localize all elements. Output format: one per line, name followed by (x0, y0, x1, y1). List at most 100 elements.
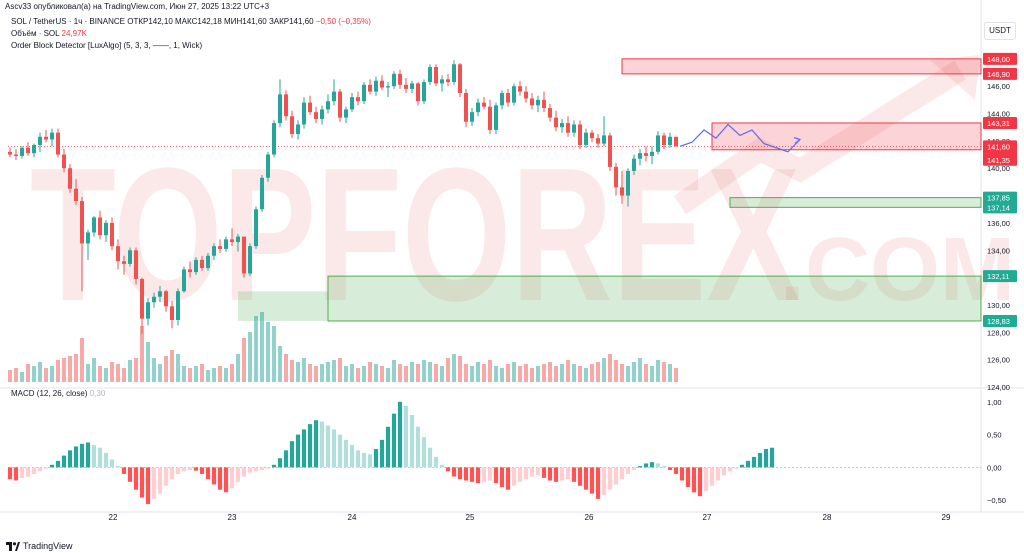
macd-histogram-bar (367, 454, 373, 468)
macd-histogram-bar (55, 460, 61, 468)
macd-histogram-bar (241, 467, 247, 477)
macd-histogram-bar (37, 467, 43, 472)
candle (656, 131, 660, 155)
volume-bar (434, 364, 438, 382)
watermark-text: TOPFOREX (30, 129, 800, 341)
macd-histogram-bar (463, 467, 469, 481)
price-tag-label: 148,00 (987, 55, 1010, 64)
candle (632, 154, 636, 176)
candle (122, 255, 126, 275)
currency-button[interactable]: USDT (984, 22, 1016, 40)
macd-histogram-bar (541, 467, 547, 478)
candle-body (344, 109, 348, 118)
volume-bar (98, 366, 102, 382)
candle (146, 298, 150, 326)
volume-bar (572, 364, 576, 382)
candle-body (152, 296, 156, 303)
candle (416, 82, 420, 106)
macd-histogram-bar (577, 467, 583, 486)
macd-histogram-bar (349, 445, 355, 468)
volume-bar (608, 354, 612, 382)
macd-histogram-bar (505, 467, 511, 490)
macd-histogram-bar (757, 452, 763, 468)
macd-histogram-bar (523, 467, 529, 480)
candle (98, 210, 102, 240)
volume-bar (92, 358, 96, 382)
volume-bar (542, 364, 546, 382)
candle (452, 60, 456, 85)
macd-histogram-bar (145, 467, 151, 505)
volume-bar (560, 364, 564, 382)
volume-bar (284, 354, 288, 382)
candle (674, 136, 678, 147)
price-tag: 132,11 (983, 270, 1017, 283)
volume-bar (458, 356, 462, 382)
volume-bar (50, 366, 54, 382)
candle (554, 110, 558, 132)
macd-histogram-bar (205, 467, 211, 480)
candle-body (98, 217, 102, 236)
candle (380, 75, 384, 91)
macd-histogram-bar (331, 429, 337, 468)
candle (278, 79, 282, 128)
macd-histogram-bar (193, 467, 199, 471)
candle-body (500, 93, 504, 106)
candle (266, 151, 270, 182)
volume-bar (476, 362, 480, 382)
candle-body (536, 99, 540, 106)
candle (470, 108, 474, 126)
volume-bar (644, 364, 648, 382)
macd-histogram-bar (373, 449, 379, 468)
tradingview-logo-icon (6, 541, 20, 551)
macd-histogram-bar (661, 466, 667, 468)
candle-body (176, 291, 180, 320)
macd-histogram-bar (133, 467, 139, 490)
projection-arrow-icon (793, 136, 802, 144)
price-tag-bg (983, 201, 1017, 214)
volume-bar (164, 356, 168, 382)
candle (80, 196, 84, 292)
macd-histogram-bar (253, 467, 259, 472)
ohlc-values: ОТКР142,10 МАКС142,18 МИН141,60 ЗАКР141,… (127, 17, 314, 26)
macd-histogram-bar (583, 467, 589, 490)
macd-label: MACD (12, 26, close) (11, 389, 88, 398)
price-tag-bg (983, 314, 1017, 327)
candle (662, 132, 666, 150)
macd-histogram-bar (703, 467, 709, 491)
candle-body (308, 102, 312, 113)
candle-body (644, 153, 648, 156)
volume-bar (272, 326, 276, 382)
candle (368, 79, 372, 95)
indicator-legend[interactable]: Order Block Detector [LuxAlgo] (5, 3, 3,… (11, 41, 202, 50)
candle (476, 98, 480, 117)
macd-histogram-bar (643, 463, 649, 468)
volume-legend[interactable]: Объём · SOL 24,97K (11, 29, 87, 38)
candle (578, 120, 582, 150)
candle (464, 88, 468, 128)
volume-bar (596, 362, 600, 382)
candle (206, 253, 210, 271)
symbol-name[interactable]: SOL / TetherUS · 1ч · BINANCE (11, 17, 125, 26)
volume-bar (350, 364, 354, 382)
candle (338, 88, 342, 122)
macd-legend[interactable]: MACD (12, 26, close) 0,30 (11, 389, 105, 398)
macd-histogram-bar (277, 458, 283, 468)
candle (332, 79, 336, 106)
footer-branding[interactable]: TradingView (6, 541, 73, 551)
candle-body (560, 123, 564, 128)
time-tick-label: 27 (703, 513, 712, 522)
candle (308, 95, 312, 115)
candle-body (422, 82, 426, 102)
candle-body (254, 209, 258, 247)
macd-histogram-bar (163, 467, 169, 486)
macd-histogram-bar (457, 467, 463, 480)
macd-histogram-bar (25, 467, 31, 477)
price-tick-label: 136,00 (987, 219, 1010, 228)
macd-histogram-bar (211, 467, 217, 485)
volume-bar (230, 364, 234, 382)
price-tag-bg (983, 116, 1017, 129)
macd-histogram-bar (43, 467, 49, 469)
candle (56, 128, 60, 158)
macd-histogram-bar (499, 467, 505, 488)
